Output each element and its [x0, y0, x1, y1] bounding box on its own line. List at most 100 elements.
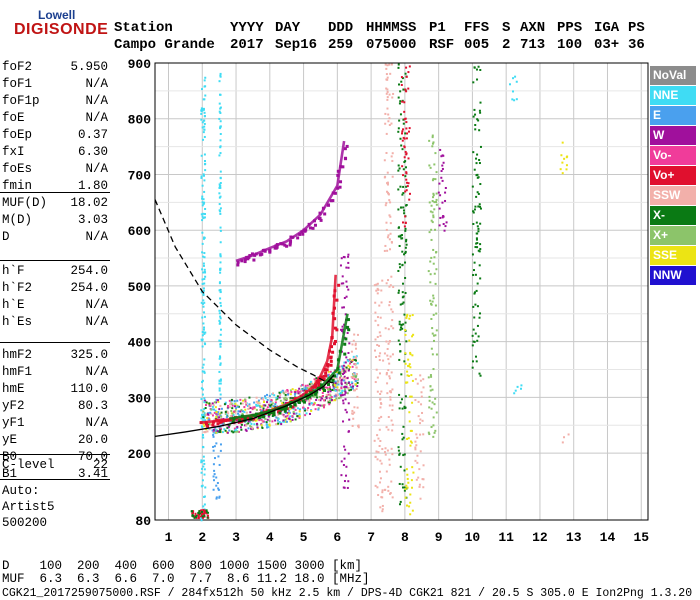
x-tick-label: 10 — [465, 530, 481, 545]
header-label-pps: PPS — [557, 20, 583, 36]
echo-point — [403, 146, 406, 149]
echo-point — [403, 212, 406, 215]
echo-point — [404, 132, 407, 135]
echo-point — [260, 410, 263, 413]
echo-point — [411, 335, 414, 338]
echo-point — [378, 304, 381, 307]
echo-point — [299, 385, 302, 388]
echo-point — [390, 308, 393, 311]
echo-point — [428, 406, 431, 409]
echo-point — [326, 374, 329, 377]
echo-point — [402, 192, 405, 195]
trace-point — [324, 371, 328, 375]
echo-point — [203, 371, 206, 374]
trace-point — [331, 199, 335, 203]
trace-point — [288, 241, 292, 245]
echo-point — [203, 495, 206, 498]
legend-item: E — [650, 106, 696, 125]
echo-point — [435, 312, 438, 315]
echo-point — [419, 379, 422, 382]
echo-point — [434, 304, 437, 307]
echo-point — [338, 369, 341, 372]
echo-point — [432, 416, 435, 419]
echo-point — [219, 340, 222, 343]
echo-point — [218, 379, 221, 382]
echo-point — [308, 390, 311, 393]
echo-point — [343, 480, 346, 483]
echo-point — [219, 127, 222, 130]
param-separator — [0, 454, 110, 455]
echo-point — [402, 209, 405, 212]
echo-point — [202, 262, 205, 265]
echo-point — [328, 393, 331, 396]
echo-point — [404, 329, 407, 332]
echo-point — [304, 387, 307, 390]
echo-point — [269, 400, 272, 403]
echo-point — [431, 179, 434, 182]
echo-point — [399, 206, 402, 209]
echo-point — [397, 449, 400, 452]
echo-point — [202, 302, 205, 305]
echo-point — [202, 108, 205, 111]
echo-point — [318, 388, 321, 391]
echo-point — [219, 125, 222, 128]
echo-point — [190, 510, 193, 513]
echo-point — [408, 127, 411, 130]
param-label: foF2 — [2, 60, 33, 74]
echo-point — [202, 264, 205, 267]
echo-point — [270, 400, 273, 403]
echo-point — [291, 397, 294, 400]
param-value: N/A — [85, 77, 108, 91]
echo-point — [355, 347, 358, 350]
echo-point — [389, 232, 392, 235]
echo-point — [353, 411, 356, 414]
echo-point — [342, 372, 345, 375]
echo-point — [472, 115, 475, 118]
echo-point — [351, 409, 354, 412]
echo-point — [432, 435, 435, 438]
echo-point — [401, 139, 404, 142]
trace-point — [297, 400, 301, 404]
echo-point — [342, 402, 345, 405]
echo-point — [374, 484, 377, 487]
param-value: 0.37 — [77, 128, 108, 142]
echo-point — [471, 366, 474, 369]
echo-point — [284, 396, 287, 399]
echo-point — [404, 227, 407, 230]
echo-point — [236, 399, 239, 402]
param-row: h`F 254.0 — [2, 264, 108, 278]
echo-point — [252, 406, 255, 409]
echo-point — [402, 301, 405, 304]
echo-point — [381, 491, 384, 494]
echo-point — [402, 118, 405, 121]
echo-point — [203, 270, 206, 273]
echo-point — [401, 250, 404, 253]
echo-point — [347, 288, 350, 291]
echo-point — [473, 168, 476, 171]
echo-point — [256, 426, 259, 429]
echo-point — [253, 406, 256, 409]
echo-point — [219, 345, 222, 348]
echo-point — [311, 383, 314, 386]
echo-point — [352, 417, 355, 420]
echo-point — [433, 431, 436, 434]
echo-point — [347, 381, 350, 384]
echo-point — [250, 422, 253, 425]
trace-point — [326, 363, 330, 367]
echo-point — [388, 404, 391, 407]
echo-point — [378, 428, 381, 431]
echo-point — [266, 393, 269, 396]
echo-point — [346, 392, 349, 395]
echo-point — [280, 391, 283, 394]
echo-point — [341, 328, 344, 331]
echo-point — [418, 485, 421, 488]
echo-point — [514, 389, 517, 392]
echo-point — [376, 486, 379, 489]
echo-point — [203, 510, 206, 513]
echo-point — [304, 386, 307, 389]
echo-point — [435, 329, 438, 332]
echo-point — [201, 88, 204, 91]
echo-point — [400, 144, 403, 147]
echo-point — [254, 419, 257, 422]
header-value-ps: 36 — [628, 37, 645, 53]
